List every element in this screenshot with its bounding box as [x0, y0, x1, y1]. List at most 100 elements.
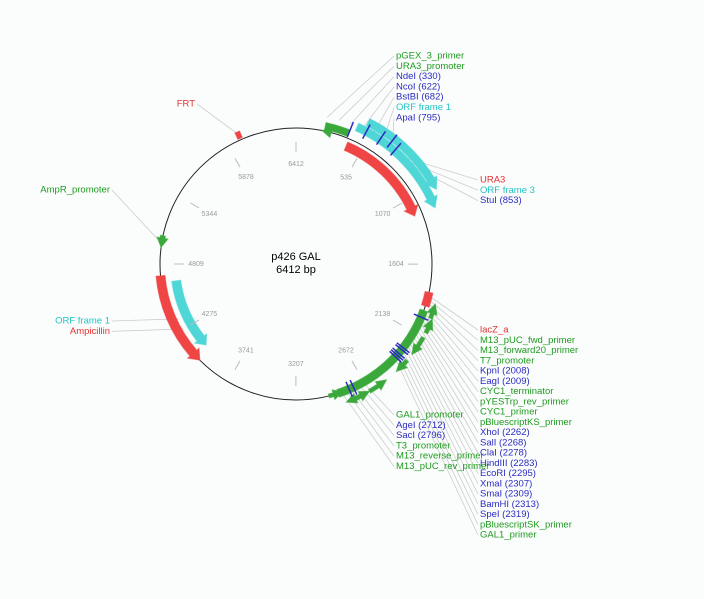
feature-label: ApaI (795) — [396, 112, 440, 123]
cut-site — [389, 350, 402, 363]
feature — [365, 118, 438, 191]
feature-label: ClaI (2278) — [480, 448, 527, 459]
cut-site — [389, 142, 402, 156]
cut-site — [395, 343, 409, 356]
leader-line — [425, 315, 479, 382]
leader-line — [352, 391, 395, 447]
tick-mark — [392, 202, 402, 209]
feature-label: GAL1_promoter — [396, 410, 464, 421]
tick-label: 5878 — [238, 174, 254, 181]
leader-line — [361, 86, 395, 130]
leader-line — [416, 334, 479, 443]
leader-line — [419, 328, 479, 423]
leader-line — [428, 308, 479, 362]
tick-label: 535 — [340, 174, 352, 181]
tick-label: 3741 — [238, 347, 254, 354]
feature-label: M13_pUC_fwd_primer — [480, 335, 575, 346]
leader-line — [398, 358, 479, 525]
feature-label: HindIII (2283) — [480, 458, 538, 469]
cut-site — [390, 349, 404, 361]
leader-line — [350, 76, 395, 125]
tick-label: 1070 — [375, 211, 391, 218]
feature — [320, 127, 334, 139]
cut-site — [345, 381, 353, 397]
feature — [411, 335, 426, 356]
feature-label: T7_promoter — [480, 355, 534, 366]
leader-line — [429, 304, 479, 351]
feature-label: pBluescriptKS_primer — [480, 417, 572, 428]
tick-mark — [234, 360, 241, 370]
leader-line — [431, 297, 479, 331]
feature-label: SpeI (2319) — [480, 509, 530, 520]
leader-line — [423, 321, 479, 402]
feature-label: Ampicillin — [70, 326, 110, 337]
cut-site — [349, 379, 358, 395]
leader-line — [410, 344, 479, 474]
tick-mark — [234, 158, 241, 168]
leader-line — [396, 361, 479, 536]
tick-label: 5344 — [202, 211, 218, 218]
feature — [395, 358, 410, 373]
tick-mark — [351, 158, 358, 168]
leader-line — [427, 311, 479, 372]
leader-line — [348, 393, 395, 457]
feature-label: XmaI (2307) — [480, 478, 532, 489]
feature — [426, 302, 438, 320]
feature — [354, 122, 438, 209]
feature — [345, 392, 362, 404]
feature — [343, 141, 419, 217]
leader-line — [343, 395, 395, 467]
feature — [156, 234, 169, 249]
plasmid-name: p426 GAL — [271, 251, 321, 263]
feature-label: NdeI (330) — [396, 71, 441, 82]
leader-line — [414, 337, 479, 454]
feature-label: SmaI (2309) — [480, 489, 532, 500]
feature-label: pYESTrp_rev_primer — [480, 396, 569, 407]
feature-label: BstBI (682) — [396, 92, 444, 103]
cut-site — [362, 124, 371, 139]
tick-mark — [392, 319, 402, 326]
cut-site — [413, 313, 429, 321]
feature-label: SalI (2268) — [480, 437, 526, 448]
backbone — [159, 127, 433, 401]
feature-label: T3_promoter — [396, 440, 450, 451]
feature-label: ORF frame 1 — [396, 102, 451, 113]
feature — [327, 389, 344, 401]
tick-label: 6412 — [288, 161, 304, 168]
feature-label: GAL1_primer — [480, 530, 537, 541]
leader-line — [424, 318, 479, 392]
tick-mark — [190, 319, 200, 326]
leader-line — [196, 103, 239, 135]
feature-label: CYC1_primer — [480, 407, 538, 418]
cut-site — [392, 347, 406, 360]
feature-label: CYC1_terminator — [480, 386, 553, 397]
feature-label: EcoRI (2295) — [480, 468, 536, 479]
feature — [336, 308, 429, 398]
feature-label: URA3 — [480, 175, 505, 186]
leader-line — [326, 55, 395, 118]
feature-label: FRT — [177, 99, 195, 110]
feature-label: EagI (2009) — [480, 376, 530, 387]
feature-label: URA3_promoter — [396, 61, 465, 72]
tick-mark — [190, 202, 200, 209]
feature-label: AgeI (2712) — [396, 420, 446, 431]
tick-mark — [351, 360, 358, 370]
feature-label: M13_forward20_primer — [480, 345, 578, 356]
feature — [367, 379, 388, 394]
cut-site — [375, 130, 387, 146]
feature-label: AmpR_promoter — [40, 185, 110, 196]
leader-line — [430, 301, 479, 341]
cut-site — [386, 134, 398, 148]
feature-label: NcoI (622) — [396, 81, 440, 92]
feature-label: M13_pUC_rev_primer — [396, 461, 489, 472]
leader-line — [418, 331, 479, 433]
feature — [171, 279, 208, 346]
plasmid-length: 6412 bp — [276, 264, 316, 276]
feature-label: BamHI (2313) — [480, 499, 539, 510]
leader-line — [403, 352, 479, 505]
leader-line — [111, 189, 159, 240]
tick-label: 2138 — [375, 311, 391, 318]
feature — [422, 318, 434, 335]
feature-label: M13_reverse_primer — [396, 451, 484, 462]
